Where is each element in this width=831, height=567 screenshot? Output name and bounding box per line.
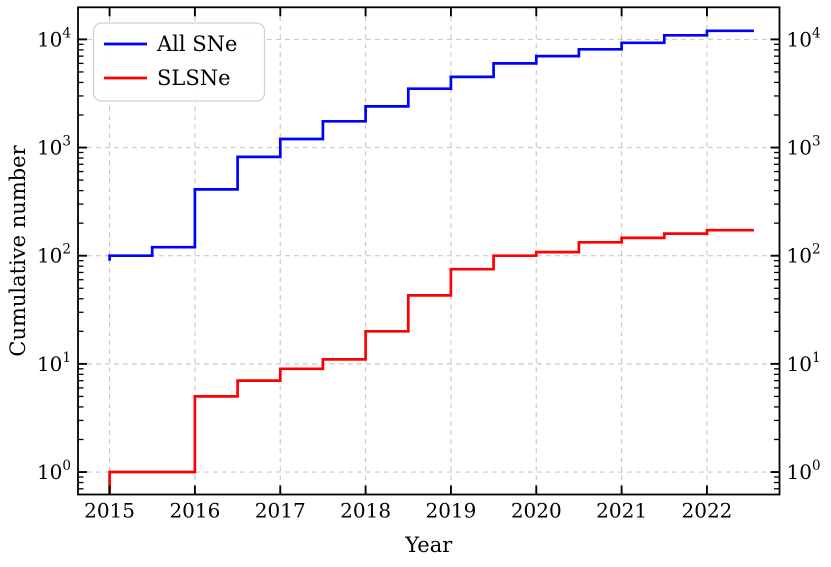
- y-tick-label-left-10e4: 104: [37, 25, 71, 51]
- x-tick-label-2021: 2021: [596, 499, 647, 523]
- y-tick-label-left-10e0: 100: [37, 458, 71, 484]
- axes-frame: [77, 6, 781, 496]
- x-tick-label-2022: 2022: [682, 499, 733, 523]
- y-tick-label-left-10e2: 102: [37, 242, 71, 268]
- x-tick-label-2018: 2018: [340, 499, 391, 523]
- axis-ticks: [78, 7, 780, 495]
- x-tick-label-2017: 2017: [255, 499, 306, 523]
- y-tick-label-right-10e2: 102: [787, 242, 821, 268]
- x-tick-label-2020: 2020: [511, 499, 562, 523]
- all-sne-step-line: [108, 29, 754, 261]
- x-tick-label-2016: 2016: [169, 499, 220, 523]
- y-tick-label-right-10e3: 103: [787, 134, 821, 160]
- y-tick-label-right-10e4: 104: [787, 25, 821, 51]
- x-axis-title: Year: [404, 533, 453, 557]
- y-tick-label-left-10e1: 101: [37, 350, 71, 376]
- slsne-step-line: [108, 228, 754, 495]
- data-series: [108, 29, 754, 495]
- x-tick-label-2015: 2015: [84, 499, 135, 523]
- y-tick-label-left-10e3: 103: [37, 134, 71, 160]
- legend-box: [92, 22, 266, 102]
- y-axis-title: Cumulative number: [6, 144, 30, 356]
- legend: All SNe SLSNe: [92, 22, 266, 102]
- y-tick-label-right-10e1: 101: [787, 350, 821, 376]
- legend-label-slsne: SLSNe: [157, 66, 231, 90]
- plot-border: [77, 6, 781, 496]
- x-tick-label-2019: 2019: [425, 499, 476, 523]
- y-tick-label-right-10e0: 100: [787, 458, 821, 484]
- legend-label-all-sne: All SNe: [156, 32, 237, 56]
